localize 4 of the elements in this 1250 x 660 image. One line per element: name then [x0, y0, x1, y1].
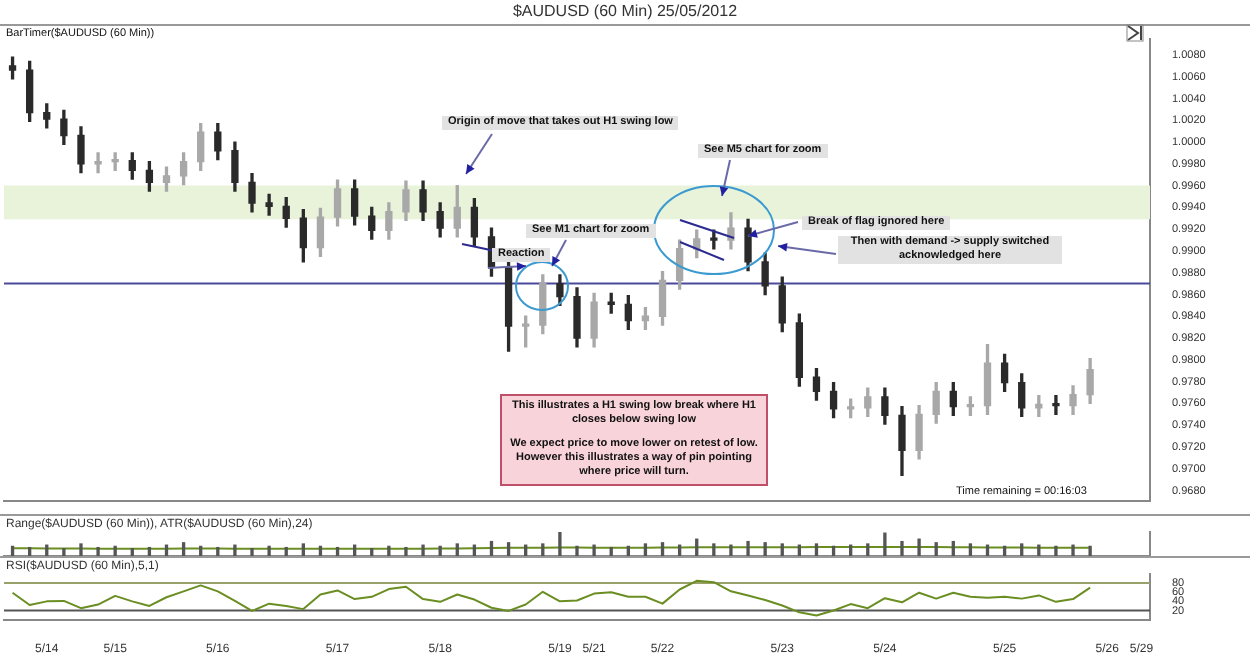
candlestick: [1052, 395, 1060, 415]
candlestick: [94, 152, 102, 174]
candlestick: [265, 193, 273, 216]
chart-title: $AUDUSD (60 Min) 25/05/2012: [510, 2, 740, 20]
